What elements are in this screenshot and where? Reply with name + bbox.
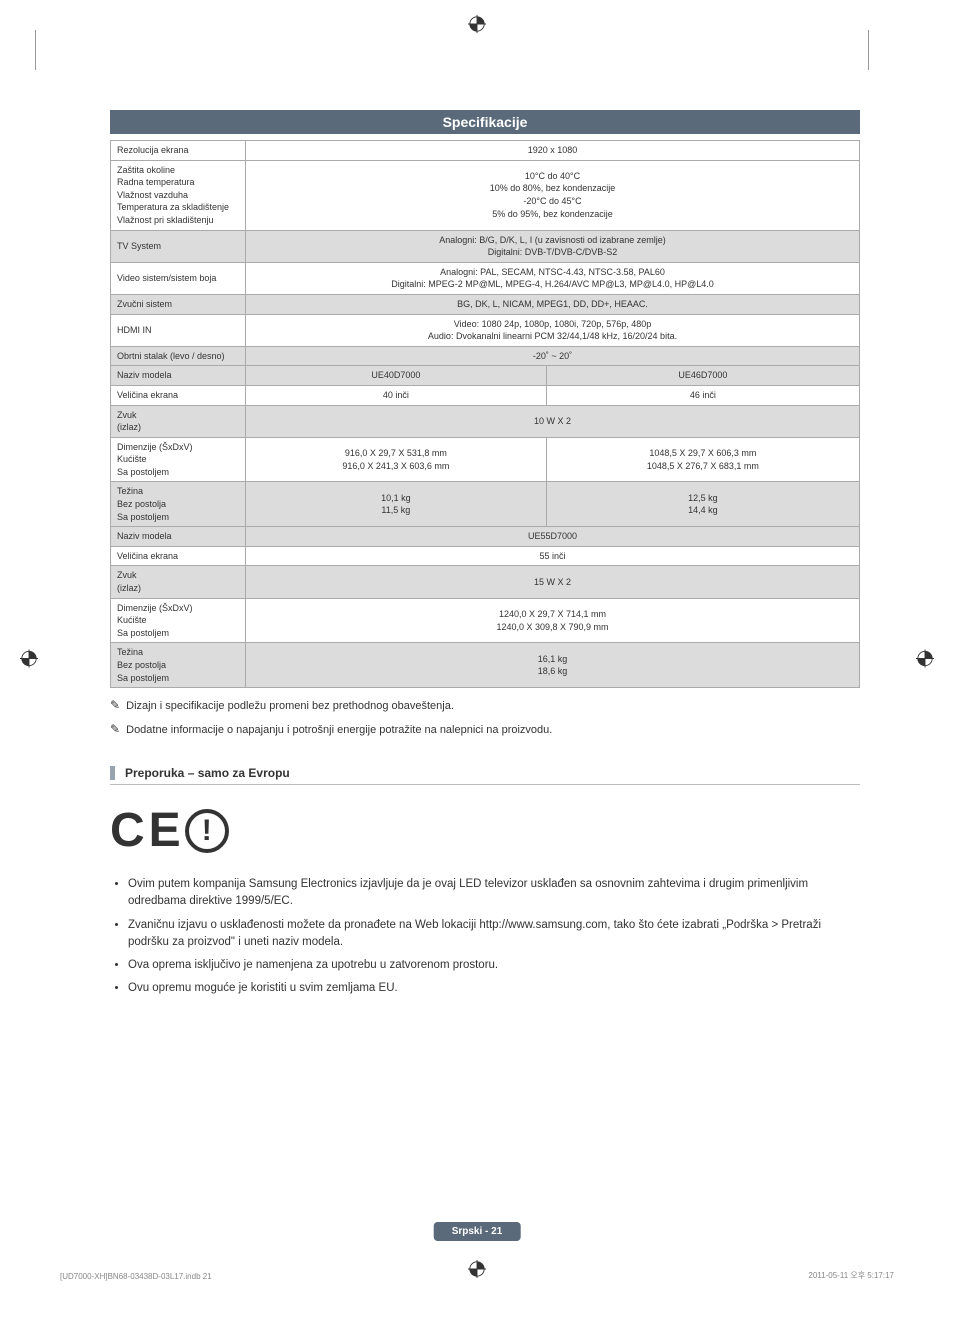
table-row: Veličina ekrana55 inči xyxy=(111,546,860,566)
list-item: Ovu opremu moguće je koristiti u svim ze… xyxy=(128,980,860,997)
subsection-bar xyxy=(110,766,115,780)
note-line: ✎ Dizajn i specifikacije podležu promeni… xyxy=(110,698,860,712)
spec-table: Rezolucija ekrana1920 x 1080Zaštita okol… xyxy=(110,140,860,688)
registration-mark-top xyxy=(468,15,486,38)
table-row: TežinaBez postoljaSa postoljem10,1 kg11,… xyxy=(111,482,860,527)
registration-mark-left xyxy=(20,649,38,672)
spec-label: Zvuk(izlaz) xyxy=(111,405,246,437)
spec-value: 1240,0 X 29,7 X 714,1 mm1240,0 X 309,8 X… xyxy=(246,598,860,643)
table-row: Veličina ekrana40 inči46 inči xyxy=(111,385,860,405)
spec-value-col2: 46 inči xyxy=(546,385,859,405)
spec-label: Dimenzije (ŠxDxV)KućišteSa postoljem xyxy=(111,598,246,643)
exclamation-icon: ! xyxy=(185,809,229,853)
spec-value: 10 W X 2 xyxy=(246,405,860,437)
section-title: Specifikacije xyxy=(110,110,860,134)
spec-label: Zaštita okolineRadna temperaturaVlažnost… xyxy=(111,160,246,230)
table-row: Zvuk(izlaz)10 W X 2 xyxy=(111,405,860,437)
spec-value: Analogni: B/G, D/K, L, I (u zavisnosti o… xyxy=(246,230,860,262)
ce-glyph: E xyxy=(149,803,177,858)
spec-label: TežinaBez postoljaSa postoljem xyxy=(111,482,246,527)
spec-value: 55 inči xyxy=(246,546,860,566)
table-row: Obrtni stalak (levo / desno)-20˚ ~ 20˚ xyxy=(111,346,860,366)
table-row: Zvuk(izlaz)15 W X 2 xyxy=(111,566,860,598)
table-row: TežinaBez postoljaSa postoljem16,1 kg18,… xyxy=(111,643,860,688)
spec-label: Veličina ekrana xyxy=(111,385,246,405)
ce-marking: C E ! xyxy=(110,803,860,858)
spec-value-col2: UE46D7000 xyxy=(546,366,859,386)
table-row: Dimenzije (ŠxDxV)KućišteSa postoljem1240… xyxy=(111,598,860,643)
list-item: Ovim putem kompanija Samsung Electronics… xyxy=(128,876,860,911)
table-row: Video sistem/sistem bojaAnalogni: PAL, S… xyxy=(111,262,860,294)
spec-value: -20˚ ~ 20˚ xyxy=(246,346,860,366)
footer-timestamp: 2011-05-11 오후 5:17:17 xyxy=(808,1270,894,1281)
table-row: Dimenzije (ŠxDxV)KućišteSa postoljem916,… xyxy=(111,437,860,482)
note-text: Dizajn i specifikacije podležu promeni b… xyxy=(126,700,454,712)
subsection-header: Preporuka – samo za Evropu xyxy=(110,766,860,785)
spec-value: BG, DK, L, NICAM, MPEG1, DD, DD+, HEAAC. xyxy=(246,294,860,314)
note-icon: ✎ xyxy=(110,722,120,736)
table-row: Zaštita okolineRadna temperaturaVlažnost… xyxy=(111,160,860,230)
table-row: Naziv modelaUE40D7000UE46D7000 xyxy=(111,366,860,386)
spec-value: UE55D7000 xyxy=(246,527,860,547)
table-row: HDMI INVideo: 1080 24p, 1080p, 1080i, 72… xyxy=(111,314,860,346)
spec-label: Zvučni sistem xyxy=(111,294,246,314)
spec-label: Obrtni stalak (levo / desno) xyxy=(111,346,246,366)
spec-label: TV System xyxy=(111,230,246,262)
subsection-title: Preporuka – samo za Evropu xyxy=(125,766,290,780)
list-item: Zvaničnu izjavu o usklađenosti možete da… xyxy=(128,917,860,952)
spec-value-col1: 916,0 X 29,7 X 531,8 mm916,0 X 241,3 X 6… xyxy=(246,437,547,482)
footer-filename: [UD7000-XH]BN68-03438D-03L17.indb 21 xyxy=(60,1272,212,1281)
footer-language-page: Srpski - 21 xyxy=(434,1222,521,1241)
spec-value-col1: 10,1 kg11,5 kg xyxy=(246,482,547,527)
spec-label: TežinaBez postoljaSa postoljem xyxy=(111,643,246,688)
list-item: Ova oprema isključivo je namenjena za up… xyxy=(128,957,860,974)
registration-mark-right xyxy=(916,649,934,672)
recommendation-list: Ovim putem kompanija Samsung Electronics… xyxy=(110,876,860,998)
crop-mark xyxy=(35,30,36,70)
note-icon: ✎ xyxy=(110,698,120,712)
spec-value-col2: 12,5 kg14,4 kg xyxy=(546,482,859,527)
spec-value: 10°C do 40°C10% do 80%, bez kondenzacije… xyxy=(246,160,860,230)
note-line: ✎ Dodatne informacije o napajanju i potr… xyxy=(110,722,860,736)
spec-value: Video: 1080 24p, 1080p, 1080i, 720p, 576… xyxy=(246,314,860,346)
note-text: Dodatne informacije o napajanju i potroš… xyxy=(126,724,552,736)
spec-label: Zvuk(izlaz) xyxy=(111,566,246,598)
spec-label: Dimenzije (ŠxDxV)KućišteSa postoljem xyxy=(111,437,246,482)
spec-value-col2: 1048,5 X 29,7 X 606,3 mm1048,5 X 276,7 X… xyxy=(546,437,859,482)
spec-value: 15 W X 2 xyxy=(246,566,860,598)
spec-label: Veličina ekrana xyxy=(111,546,246,566)
registration-mark-bottom xyxy=(468,1260,486,1283)
spec-value-col1: 40 inči xyxy=(246,385,547,405)
spec-value: Analogni: PAL, SECAM, NTSC-4.43, NTSC-3.… xyxy=(246,262,860,294)
crop-mark xyxy=(868,30,869,70)
table-row: TV SystemAnalogni: B/G, D/K, L, I (u zav… xyxy=(111,230,860,262)
spec-value: 1920 x 1080 xyxy=(246,141,860,161)
spec-label: Naziv modela xyxy=(111,527,246,547)
spec-label: Naziv modela xyxy=(111,366,246,386)
spec-label: Rezolucija ekrana xyxy=(111,141,246,161)
table-row: Naziv modelaUE55D7000 xyxy=(111,527,860,547)
spec-label: HDMI IN xyxy=(111,314,246,346)
table-row: Rezolucija ekrana1920 x 1080 xyxy=(111,141,860,161)
table-row: Zvučni sistemBG, DK, L, NICAM, MPEG1, DD… xyxy=(111,294,860,314)
spec-value-col1: UE40D7000 xyxy=(246,366,547,386)
spec-label: Video sistem/sistem boja xyxy=(111,262,246,294)
ce-glyph: C xyxy=(110,803,141,858)
spec-value: 16,1 kg18,6 kg xyxy=(246,643,860,688)
page-content: Specifikacije Rezolucija ekrana1920 x 10… xyxy=(110,110,860,1004)
